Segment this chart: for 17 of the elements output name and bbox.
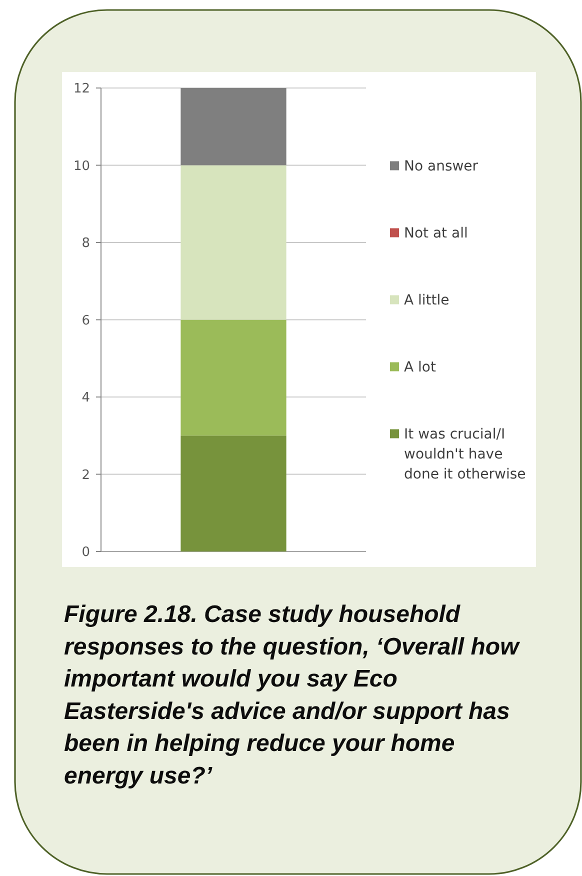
legend-label: It was crucial/I wouldn't have done it otherwise (404, 426, 526, 483)
bar (180, 165, 286, 320)
y-tick-label: 10 (73, 158, 90, 174)
legend-label: A lot (404, 360, 436, 376)
y-tick-label: 6 (82, 313, 90, 328)
bar (180, 320, 286, 436)
text: Figure 2.18. Case study household responses to the question, ‘Overall how important would you say Eco Easterside's advice and/or support has been in helping reduce your home energy use?’ (64, 601, 520, 790)
legend-label: A little (404, 292, 450, 309)
y-tick-label: 8 (82, 236, 90, 252)
legend-label: Not at all (404, 226, 468, 242)
bar (180, 88, 286, 166)
bar (180, 436, 286, 552)
legend-label: No answer (404, 158, 478, 175)
y-tick-label: 0 (82, 545, 90, 560)
y-tick-label: 2 (82, 468, 90, 483)
y-tick-label: 12 (73, 82, 90, 97)
y-tick-label: 4 (82, 390, 90, 406)
